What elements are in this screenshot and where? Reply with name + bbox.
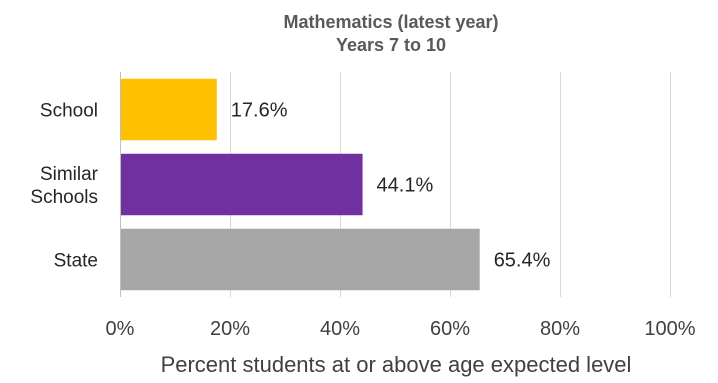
x-axis-title: Percent students at or above age expecte… (161, 352, 632, 377)
category-label-0: School (40, 101, 98, 122)
data-label-0: 17.6% (231, 100, 288, 122)
x-tick-label: 0% (106, 318, 135, 340)
x-tick-label: 60% (430, 318, 470, 340)
x-tick-label: 40% (320, 318, 360, 340)
chart-subtitle: Years 7 to 10 (336, 35, 446, 55)
chart-title: Mathematics (latest year) (283, 12, 498, 32)
data-label-2: 65.4% (494, 250, 551, 272)
x-tick-labels: 0% 20% 40% 60% 80% 100% (106, 318, 696, 340)
x-tick-label: 20% (210, 318, 250, 340)
x-tick-label: 100% (644, 318, 695, 340)
bar-1 (121, 153, 363, 216)
category-label-line: School (40, 101, 98, 122)
category-label-line: State (54, 251, 98, 272)
data-labels: 17.6% 44.1% 65.4% (231, 100, 551, 272)
category-label-line: Schools (30, 187, 98, 208)
bar-2 (121, 228, 480, 291)
bars (121, 78, 480, 291)
category-label-line: Similar (40, 164, 99, 185)
category-label-2: State (54, 251, 98, 272)
category-label-1: Similar Schools (30, 164, 98, 208)
category-labels: School Similar Schools State (30, 101, 98, 272)
x-tick-label: 80% (540, 318, 580, 340)
bar-0 (121, 78, 217, 141)
data-label-1: 44.1% (377, 175, 434, 197)
